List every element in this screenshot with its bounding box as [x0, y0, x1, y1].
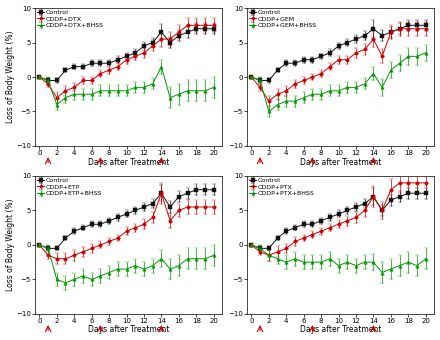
- Y-axis label: Loss of Body Weight (%): Loss of Body Weight (%): [6, 31, 15, 123]
- X-axis label: Days after Treatment: Days after Treatment: [88, 157, 169, 167]
- Legend: Control, CDDP+GEM, CDDP+GEM+BHSS: Control, CDDP+GEM, CDDP+GEM+BHSS: [248, 9, 317, 29]
- Legend: Control, CDDP+ETP, CDDP+ETP+BHSS: Control, CDDP+ETP, CDDP+ETP+BHSS: [36, 177, 103, 197]
- Legend: Control, CDDP+DTX, CDDP+DTX+BHSS: Control, CDDP+DTX, CDDP+DTX+BHSS: [36, 9, 104, 29]
- Legend: Control, CDDP+PTX, CDDP+PTX+BHSS: Control, CDDP+PTX, CDDP+PTX+BHSS: [248, 177, 315, 197]
- X-axis label: Days after Treatment: Days after Treatment: [300, 157, 381, 167]
- X-axis label: Days after Treatment: Days after Treatment: [300, 325, 381, 335]
- Y-axis label: Loss of Body Weight (%): Loss of Body Weight (%): [6, 199, 15, 291]
- X-axis label: Days after Treatment: Days after Treatment: [88, 325, 169, 335]
